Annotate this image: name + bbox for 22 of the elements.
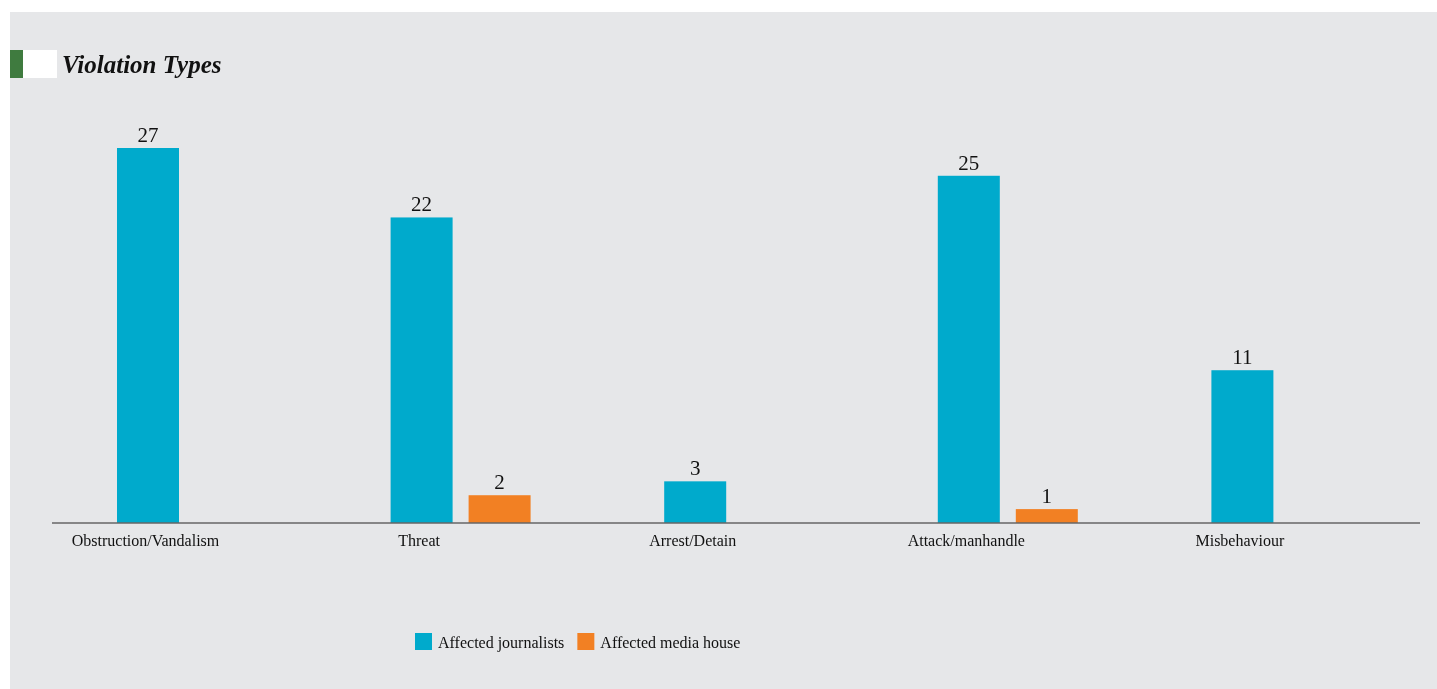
bar — [1211, 370, 1274, 523]
data-label: 11 — [1232, 345, 1253, 370]
legend-label: Affected media house — [600, 634, 741, 651]
x-tick-label: Attack/manhandle — [907, 532, 1025, 550]
x-tick-label: Arrest/Detain — [649, 532, 737, 550]
data-label: 1 — [1041, 484, 1053, 509]
bar — [664, 481, 727, 523]
data-label: 27 — [137, 123, 159, 147]
data-label: 2 — [494, 470, 505, 495]
chart-title: Violation Types — [62, 51, 222, 78]
x-tick-label: Threat — [398, 532, 441, 550]
data-label: 25 — [958, 150, 980, 175]
bar — [1015, 509, 1078, 523]
bar — [468, 495, 531, 523]
data-label: 3 — [689, 456, 701, 481]
bar — [117, 148, 179, 523]
bar — [390, 217, 453, 523]
x-tick-label: Obstruction/Vandalism — [71, 532, 220, 550]
data-label: 22 — [411, 192, 433, 217]
bar — [937, 175, 1000, 523]
x-tick-label: Misbehaviour — [1195, 532, 1286, 550]
legend-label: Affected journalists — [438, 634, 565, 652]
